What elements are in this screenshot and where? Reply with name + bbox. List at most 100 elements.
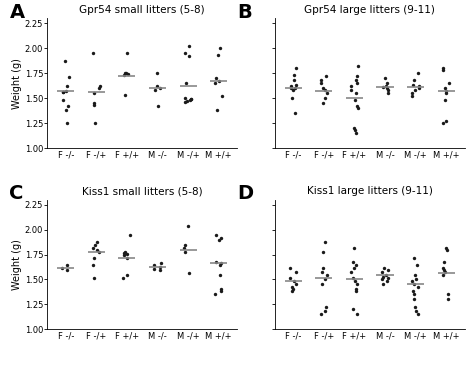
- Point: [351, 127, 358, 133]
- Point: [410, 296, 418, 302]
- Point: [321, 95, 328, 101]
- Point: [349, 275, 357, 280]
- Point: [188, 96, 195, 102]
- Point: [185, 270, 193, 276]
- Point: [123, 70, 130, 76]
- Point: [411, 87, 419, 93]
- Point: [353, 77, 360, 83]
- Point: [379, 273, 386, 279]
- Point: [184, 223, 191, 229]
- Point: [354, 105, 362, 111]
- Point: [286, 275, 294, 280]
- Point: [415, 85, 422, 91]
- Text: B: B: [237, 3, 252, 22]
- Point: [216, 46, 224, 51]
- Point: [322, 305, 330, 310]
- Point: [353, 262, 360, 268]
- Point: [218, 93, 226, 99]
- Point: [185, 53, 192, 59]
- Point: [157, 260, 164, 266]
- Point: [319, 85, 327, 91]
- Point: [64, 103, 72, 109]
- Point: [290, 72, 298, 78]
- Point: [119, 275, 127, 280]
- Point: [120, 252, 128, 258]
- Point: [91, 120, 99, 126]
- Point: [93, 239, 100, 245]
- Point: [182, 99, 189, 105]
- Point: [289, 87, 297, 93]
- Point: [156, 266, 164, 272]
- Point: [321, 87, 328, 93]
- Point: [95, 249, 102, 255]
- Point: [318, 269, 326, 275]
- Point: [412, 309, 419, 314]
- Point: [188, 96, 195, 102]
- Point: [154, 103, 161, 109]
- Point: [90, 275, 98, 280]
- Point: [317, 80, 325, 86]
- Point: [93, 247, 101, 253]
- Point: [415, 312, 422, 317]
- Point: [379, 269, 386, 275]
- Point: [292, 110, 299, 116]
- Point: [217, 260, 225, 266]
- Point: [287, 85, 294, 91]
- Point: [181, 245, 188, 250]
- Point: [439, 265, 447, 270]
- Point: [352, 130, 360, 136]
- Point: [351, 97, 359, 103]
- Point: [289, 286, 297, 292]
- Title: Kiss1 small litters (5-8): Kiss1 small litters (5-8): [82, 186, 202, 196]
- Point: [318, 282, 326, 287]
- Point: [439, 272, 447, 278]
- Y-axis label: Weight (g): Weight (g): [12, 239, 22, 290]
- Point: [91, 90, 98, 96]
- Title: Gpr54 large litters (9-11): Gpr54 large litters (9-11): [304, 5, 435, 15]
- Point: [212, 75, 219, 81]
- Point: [352, 286, 360, 292]
- Point: [440, 266, 447, 272]
- Point: [291, 77, 298, 83]
- Point: [347, 269, 355, 275]
- Point: [318, 77, 325, 83]
- Point: [354, 80, 361, 86]
- Point: [379, 282, 387, 287]
- Point: [383, 80, 391, 86]
- Point: [182, 249, 189, 255]
- Point: [90, 102, 98, 108]
- Point: [123, 250, 131, 256]
- Point: [445, 80, 453, 86]
- Point: [61, 58, 69, 64]
- Point: [289, 289, 296, 295]
- Point: [347, 87, 355, 93]
- Point: [181, 242, 189, 248]
- Point: [152, 87, 159, 93]
- Point: [408, 90, 416, 96]
- Point: [323, 90, 330, 96]
- Point: [90, 255, 98, 260]
- Point: [445, 296, 452, 302]
- Point: [409, 82, 417, 88]
- Point: [441, 97, 449, 103]
- Point: [442, 90, 450, 96]
- Point: [350, 245, 357, 250]
- Point: [127, 232, 134, 238]
- Point: [353, 73, 361, 79]
- Point: [59, 97, 66, 103]
- Point: [183, 98, 191, 104]
- Point: [321, 309, 328, 314]
- Point: [319, 100, 327, 106]
- Point: [442, 118, 449, 124]
- Point: [383, 279, 391, 285]
- Point: [410, 289, 417, 295]
- Point: [444, 292, 452, 297]
- Title: Gpr54 small litters (5-8): Gpr54 small litters (5-8): [79, 5, 205, 15]
- Point: [290, 279, 298, 285]
- Point: [411, 305, 419, 310]
- Point: [121, 249, 129, 255]
- Point: [379, 84, 386, 90]
- Point: [384, 275, 392, 280]
- Point: [289, 95, 296, 101]
- Point: [354, 282, 361, 287]
